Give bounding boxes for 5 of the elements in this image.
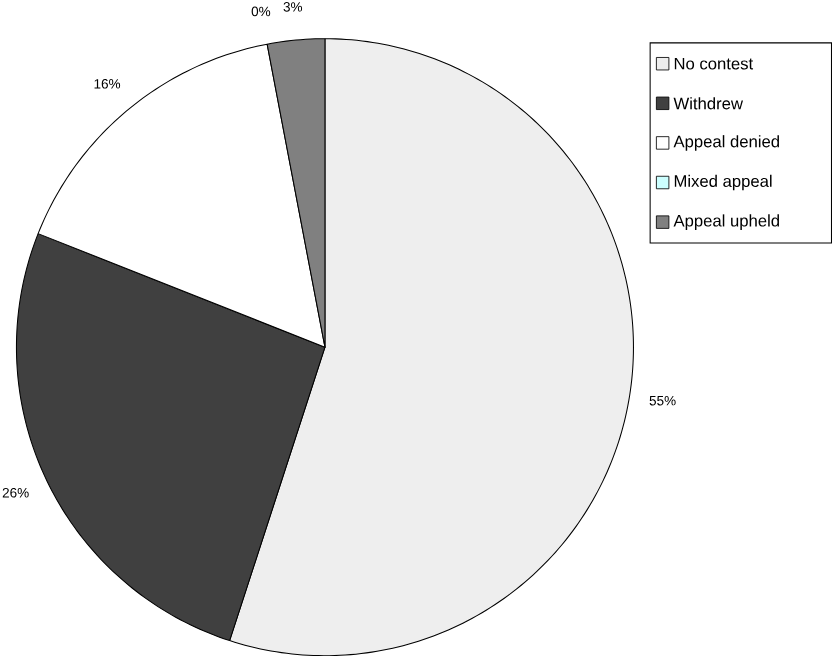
- legend-label: Appeal denied: [673, 135, 779, 151]
- legend-label: Withdrew: [673, 97, 744, 110]
- legend-label: Mixed appeal: [674, 174, 772, 191]
- legend-label: No contest: [674, 57, 754, 70]
- legend-label: Appeal upheld: [673, 214, 779, 230]
